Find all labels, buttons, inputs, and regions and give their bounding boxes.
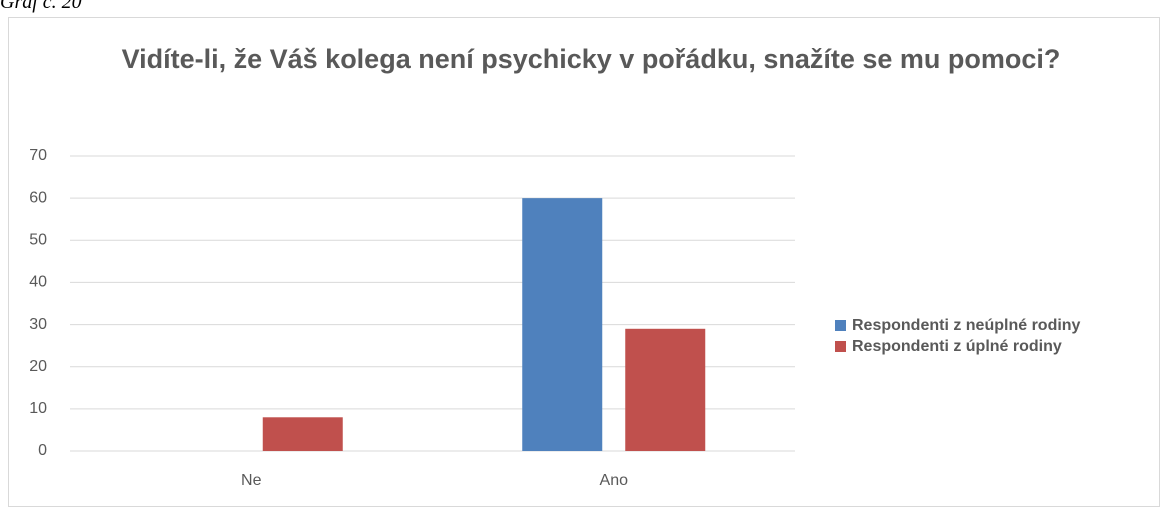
chart-title: Vidíte-li, že Váš kolega není psychicky … xyxy=(121,44,1061,74)
bar xyxy=(625,328,706,451)
legend-label: Respondenti z neúplné rodiny xyxy=(852,317,1081,334)
y-tick-label: 0 xyxy=(38,442,47,459)
bar xyxy=(522,198,603,451)
y-tick-label: 30 xyxy=(29,316,47,333)
legend-swatch xyxy=(835,341,846,352)
y-tick-label: 60 xyxy=(29,189,47,206)
legend-swatch xyxy=(835,320,846,331)
legend-label: Respondenti z úplné rodiny xyxy=(852,338,1062,355)
caption: Graf č. 20 xyxy=(0,0,82,13)
x-tick-label: Ano xyxy=(600,472,629,489)
y-tick-label: 40 xyxy=(29,274,47,291)
bar xyxy=(262,417,343,451)
x-tick-label: Ne xyxy=(241,472,262,489)
y-tick-label: 20 xyxy=(29,358,47,375)
y-tick-label: 10 xyxy=(29,400,47,417)
y-tick-label: 50 xyxy=(29,232,47,249)
y-tick-label: 70 xyxy=(29,147,47,164)
